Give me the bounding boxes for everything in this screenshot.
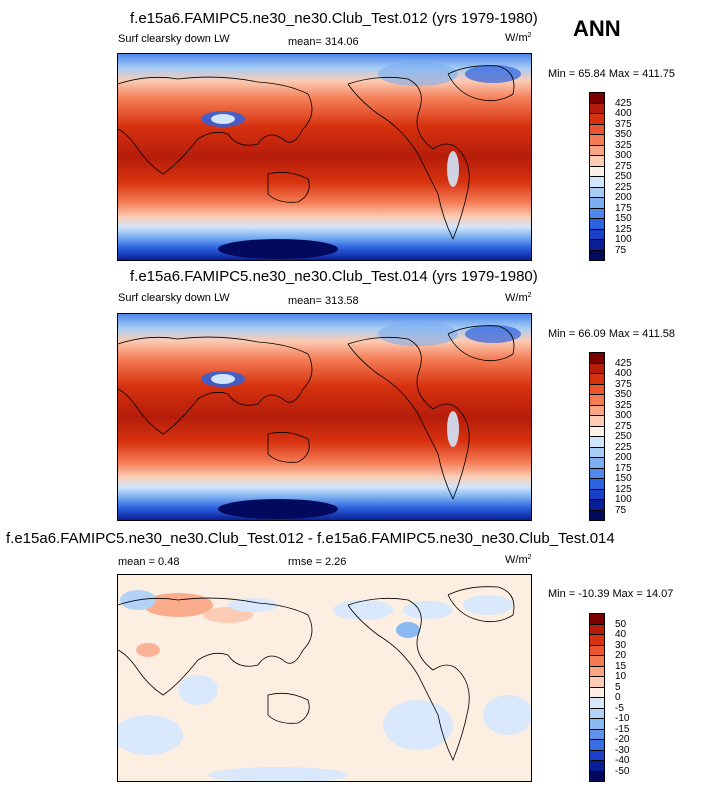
colorbar-tick-label: 200 [615, 452, 632, 463]
colorbar-tick-label: 375 [615, 118, 632, 130]
colorbar-tick-label: 50 [615, 618, 627, 630]
colorbar-tick-label: 250 [615, 431, 632, 442]
colorbar-tick-label: -30 [615, 744, 630, 756]
colorbar-tick-label: 250 [615, 171, 632, 182]
colorbar-tick-label: 20 [615, 650, 627, 661]
colorbar-swatch [589, 249, 605, 261]
panel-3-minmax: Min = -10.39 Max = 14.07 [548, 588, 674, 600]
panel-2-title: f.e15a6.FAMIPC5.ne30_ne30.Club_Test.014 … [130, 268, 538, 285]
colorbar-tick-label: 325 [615, 139, 632, 151]
panel-2-units: W/m2 [505, 292, 532, 304]
colorbar-swatch [589, 770, 605, 782]
panel-2-field [118, 314, 531, 520]
colorbar-tick-label: 300 [615, 410, 632, 421]
colorbar-tick-label: 400 [615, 108, 632, 119]
colorbar-tick-label: 10 [615, 671, 627, 682]
panel-1-mean: mean= 314.06 [288, 36, 359, 48]
panel-1-map [117, 53, 532, 261]
panel-2-mean: mean= 313.58 [288, 295, 359, 307]
colorbar-tick-label: 150 [615, 213, 632, 224]
colorbar-tick-label: 200 [615, 192, 632, 203]
colorbar-tick-label: 400 [615, 368, 632, 379]
colorbar-tick-label: 75 [615, 244, 627, 256]
colorbar-tick-label: 225 [615, 441, 632, 453]
colorbar-tick-label: 375 [615, 378, 632, 390]
panel-1-title: f.e15a6.FAMIPC5.ne30_ne30.Club_Test.012 … [130, 10, 538, 27]
colorbar-swatch [589, 509, 605, 521]
panel-2-minmax: Min = 66.09 Max = 411.58 [548, 328, 675, 340]
panel-1-variable: Surf clearsky down LW [118, 33, 230, 45]
colorbar-tick-label: 100 [615, 234, 632, 245]
colorbar-tick-label: 300 [615, 150, 632, 161]
colorbar-tick-label: 425 [615, 97, 632, 109]
colorbar-tick-label: 175 [615, 462, 632, 474]
colorbar-tick-label: -5 [615, 702, 624, 714]
panel-1-units: W/m2 [505, 32, 532, 44]
colorbar-tick-label: 100 [615, 494, 632, 505]
colorbar-tick-label: 15 [615, 660, 627, 672]
colorbar-tick-label: 125 [615, 483, 632, 495]
panel-2-variable: Surf clearsky down LW [118, 292, 230, 304]
panel-1-minmax: Min = 65.84 Max = 411.75 [548, 68, 675, 80]
colorbar-tick-label: 5 [615, 681, 621, 693]
colorbar-tick-label: 275 [615, 420, 632, 432]
panel-1-field [118, 54, 531, 260]
panel-3-units: W/m2 [505, 554, 532, 566]
panel-2-coastlines [118, 325, 515, 500]
colorbar-tick-label: -40 [615, 755, 630, 766]
colorbar-tick-label: 75 [615, 504, 627, 516]
panel-2-map [117, 313, 532, 521]
colorbar-tick-label: 150 [615, 473, 632, 484]
panel-1-coastlines [118, 65, 515, 240]
colorbar-tick-label: 325 [615, 399, 632, 411]
panel-3-title: f.e15a6.FAMIPC5.ne30_ne30.Club_Test.012 … [6, 530, 615, 547]
colorbar-tick-label: -20 [615, 734, 630, 745]
season-label: ANN [573, 16, 621, 41]
colorbar-tick-label: 425 [615, 357, 632, 369]
panel-3-field [118, 575, 531, 781]
colorbar-tick-label: -50 [615, 765, 630, 777]
panel-3-mean: mean = 0.48 [118, 556, 180, 568]
panel-3-coastlines [118, 586, 515, 761]
colorbar-tick-label: 30 [615, 639, 627, 651]
colorbar-tick-label: -10 [615, 713, 630, 724]
panel-3-map [117, 574, 532, 782]
colorbar-tick-label: 350 [615, 129, 632, 140]
colorbar-tick-label: 350 [615, 389, 632, 400]
colorbar-tick-label: 225 [615, 181, 632, 193]
colorbar-tick-label: 0 [615, 692, 621, 703]
colorbar-tick-label: 125 [615, 223, 632, 235]
colorbar-tick-label: 275 [615, 160, 632, 172]
colorbar-tick-label: -15 [615, 723, 630, 735]
colorbar-tick-label: 175 [615, 202, 632, 214]
panel-3-rmse: rmse = 2.26 [288, 556, 347, 568]
colorbar-tick-label: 40 [615, 629, 627, 640]
